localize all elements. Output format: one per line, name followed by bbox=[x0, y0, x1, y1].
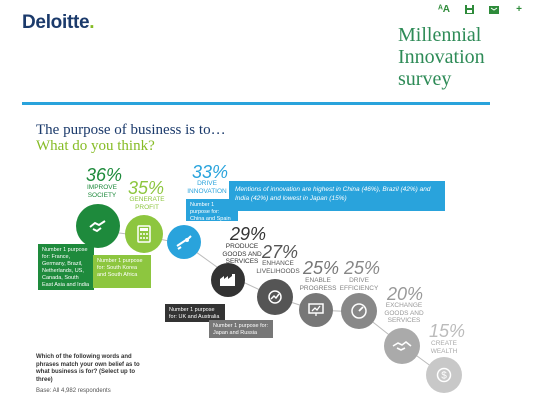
produce-goods-callout: Number 1 purpose for: UK and Australia bbox=[165, 304, 225, 322]
add-icon[interactable]: + bbox=[516, 4, 522, 15]
exchange-handshake-icon bbox=[392, 340, 412, 351]
drive-innovation-label: DRIVE INNOVATION bbox=[187, 180, 227, 195]
save-icon[interactable] bbox=[461, 4, 477, 16]
exchange-goods-circle bbox=[384, 328, 420, 364]
create-wealth-label: CREATE WEALTH bbox=[430, 340, 458, 355]
deloitte-logo: Deloitte. bbox=[22, 12, 95, 33]
drive-innovation-percent: 33% bbox=[192, 162, 229, 182]
gauge-icon bbox=[351, 303, 367, 319]
innovation-note: Mentions of innovation are highest in Ch… bbox=[229, 181, 445, 211]
toolbar: ᴬA + bbox=[436, 4, 527, 16]
drive-innovation-circle bbox=[167, 225, 201, 259]
produce-goods-circle bbox=[211, 263, 245, 297]
drive-efficiency-circle bbox=[341, 293, 377, 329]
drive-efficiency-label: DRIVE EFFICIENCY bbox=[339, 277, 379, 292]
enhance-livelihoods-percent: 27% bbox=[262, 242, 299, 262]
improve-society-circle bbox=[76, 204, 120, 248]
subhead: What do you think? bbox=[36, 138, 155, 154]
headline: The purpose of business is to… bbox=[36, 122, 226, 138]
share-icon[interactable] bbox=[486, 4, 502, 16]
enable-progress-label: ENABLE PROGRESS bbox=[299, 277, 337, 292]
enhance-livelihoods-callout: Number 1 purpose for: Japan and Russia bbox=[209, 320, 273, 338]
generate-profit-percent: 35% bbox=[128, 178, 165, 198]
enable-progress-circle bbox=[299, 293, 333, 327]
divider bbox=[22, 102, 490, 105]
factory-icon bbox=[220, 274, 235, 286]
generate-profit-callout: Number 1 purpose for: South Korea and So… bbox=[93, 255, 151, 288]
growth-icon bbox=[268, 290, 282, 304]
question-text: Which of the following words and phrases… bbox=[36, 354, 140, 383]
exchange-goods-label: EXCHANGE GOODS AND SERVICES bbox=[384, 302, 424, 324]
enable-progress-percent: 25% bbox=[303, 258, 340, 278]
exchange-goods-percent: 20% bbox=[387, 284, 424, 304]
produce-goods-percent: 29% bbox=[230, 224, 267, 244]
improve-society-percent: 36% bbox=[86, 165, 123, 185]
enhance-livelihoods-label: ENHANCE LIVELIHOODS bbox=[256, 260, 300, 275]
produce-goods-label: PRODUCE GOODS AND SERVICES bbox=[222, 243, 262, 265]
create-wealth-circle: $ bbox=[426, 357, 462, 393]
svg-text:$: $ bbox=[441, 371, 447, 382]
rocket-icon bbox=[176, 235, 192, 250]
improve-society-callout: Number 1 purpose for: France, Germany, B… bbox=[38, 244, 94, 290]
survey-title: Millennial Innovation survey bbox=[398, 24, 485, 90]
generate-profit-circle bbox=[125, 215, 163, 253]
drive-innovation-callout: Number 1 purpose for: China and Spain bbox=[186, 199, 238, 222]
handshake-icon bbox=[89, 220, 106, 233]
calculator-icon bbox=[137, 225, 151, 243]
presentation-icon bbox=[308, 303, 324, 316]
drive-efficiency-percent: 25% bbox=[344, 258, 381, 278]
coin-icon: $ bbox=[436, 367, 452, 383]
text-size-icon[interactable]: ᴬA bbox=[437, 4, 451, 15]
base-note: Base: All 4,982 respondents bbox=[36, 388, 111, 394]
generate-profit-label: GENERATE PROFIT bbox=[129, 196, 165, 211]
improve-society-label: IMPROVE SOCIETY bbox=[87, 184, 117, 199]
enhance-livelihoods-circle bbox=[257, 279, 293, 315]
create-wealth-percent: 15% bbox=[429, 321, 466, 341]
